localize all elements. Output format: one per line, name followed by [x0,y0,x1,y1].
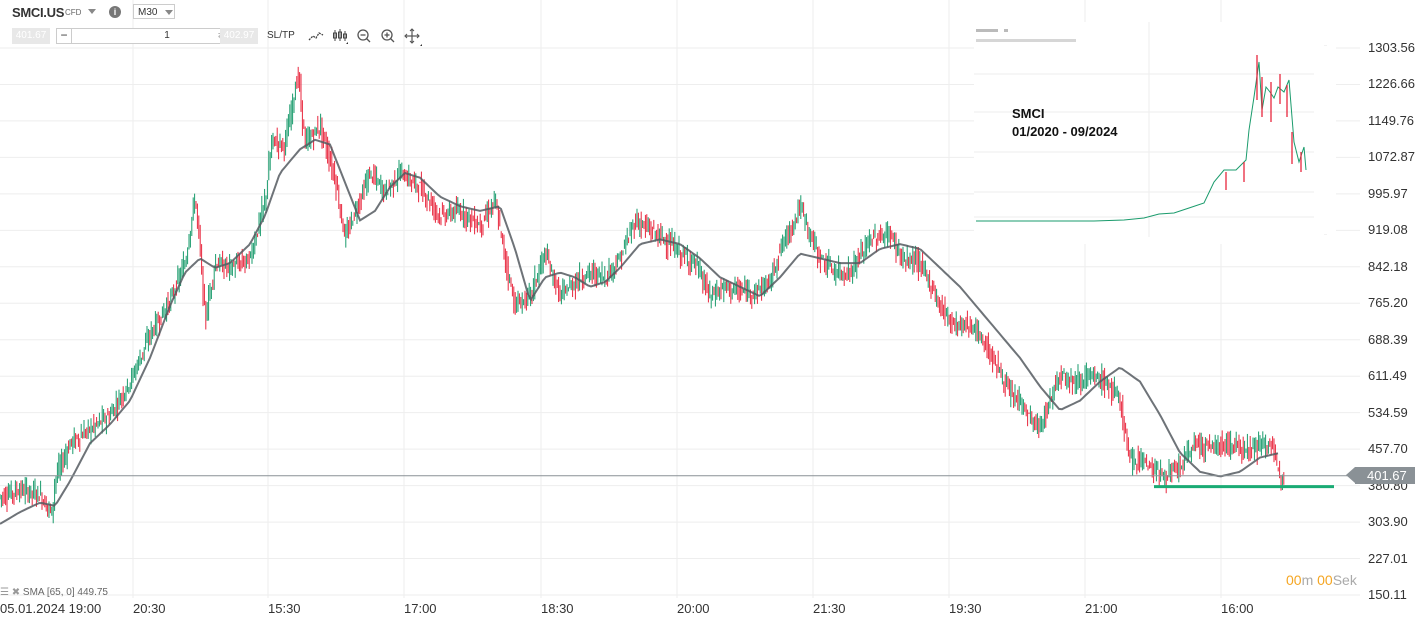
y-tick-label: 150.11 [1368,587,1407,602]
x-tick-label: 21:00 [1085,601,1118,616]
x-tick-label: 20:00 [677,601,710,616]
sma-line [0,138,1279,525]
indicator-settings-icon[interactable]: ☰ [0,587,9,598]
inset-title-range: 01/2020 - 09/2024 [1012,124,1118,139]
timeframe-select[interactable]: M30 [133,4,175,19]
y-tick-label: 1072.87 [1368,149,1415,165]
buy-button[interactable]: 402.97 [220,28,258,44]
y-tick-label: 611.49 [1368,368,1407,384]
x-tick-label: 19:30 [949,601,982,616]
sell-button[interactable]: 401.67 [12,28,50,44]
countdown-m-label: m [1301,572,1318,588]
info-icon[interactable]: i [109,6,121,18]
x-tick-label: 05.01.2024 19:00 [0,601,102,616]
candle-countdown: 00m 00Sek [1286,572,1357,588]
inset-title: SMCI 01/2020 - 09/2024 [1012,105,1118,141]
countdown-minutes: 00 [1286,572,1302,588]
y-tick-label: 534.59 [1368,404,1408,420]
candlestick-icon[interactable] [332,28,348,44]
current-price-tag: 401.67 [1346,467,1415,485]
y-tick-label: 227.01 [1368,550,1408,566]
chevron-down-icon [165,10,173,15]
zoom-out-icon[interactable] [356,28,372,44]
quantity-stepper[interactable]: − 1 ⇄ + [56,28,255,44]
y-tick-label: 1226.66 [1368,76,1415,92]
y-tick-label: 1303.56 [1368,40,1415,55]
y-tick-label: 842.18 [1368,258,1408,274]
x-tick-label: 16:00 [1221,601,1254,616]
y-tick-label: 765.20 [1368,295,1408,311]
indicator-remove-icon[interactable]: ✖ [11,587,21,598]
y-tick-label: 995.97 [1368,185,1408,201]
inset-long-term-chart: ...... SMCI 01/2020 - 09/2024 [974,22,1336,244]
sma-label: SMA [65, 0] 449.75 [22,587,108,598]
svg-text:...: ... [1324,42,1327,47]
inset-title-symbol: SMCI [1012,106,1045,121]
sltp-button[interactable]: SL/TP [267,30,295,41]
countdown-seconds: 00 [1317,572,1333,588]
inset-chart-image: ...... [974,22,1327,237]
y-tick-label: 457.70 [1368,441,1408,457]
countdown-sek-label: Sek [1332,572,1357,588]
x-tick-label: 18:30 [541,601,574,616]
x-tick-label: 20:30 [133,601,166,616]
indicator-legend: ☰ ✖ SMA [65, 0] 449.75 [0,587,108,598]
decrease-button[interactable]: − [57,29,72,43]
grid-lines [0,0,1360,598]
x-tick-label: 17:00 [404,601,437,616]
x-tick-label: 21:30 [813,601,846,616]
crosshair-move-icon[interactable] [404,28,422,46]
zoom-in-icon[interactable] [380,28,396,44]
chart-header: SMCI.US CFD i M30 [0,0,600,24]
y-tick-label: 688.39 [1368,331,1408,347]
symbol-dropdown-icon[interactable] [88,9,96,14]
y-tick-label: 1149.76 [1368,112,1415,128]
symbol-name[interactable]: SMCI.US [12,5,65,20]
x-tick-label: 15:30 [268,601,301,616]
instrument-type: CFD [65,8,82,17]
y-tick-label: 919.08 [1368,222,1408,238]
timeframe-value: M30 [138,7,158,18]
line-chart-icon[interactable] [308,29,324,43]
svg-text:...: ... [1324,231,1327,236]
y-tick-label: 303.90 [1368,514,1408,530]
quantity-input[interactable]: 1 [164,30,170,41]
candles [0,66,1285,524]
